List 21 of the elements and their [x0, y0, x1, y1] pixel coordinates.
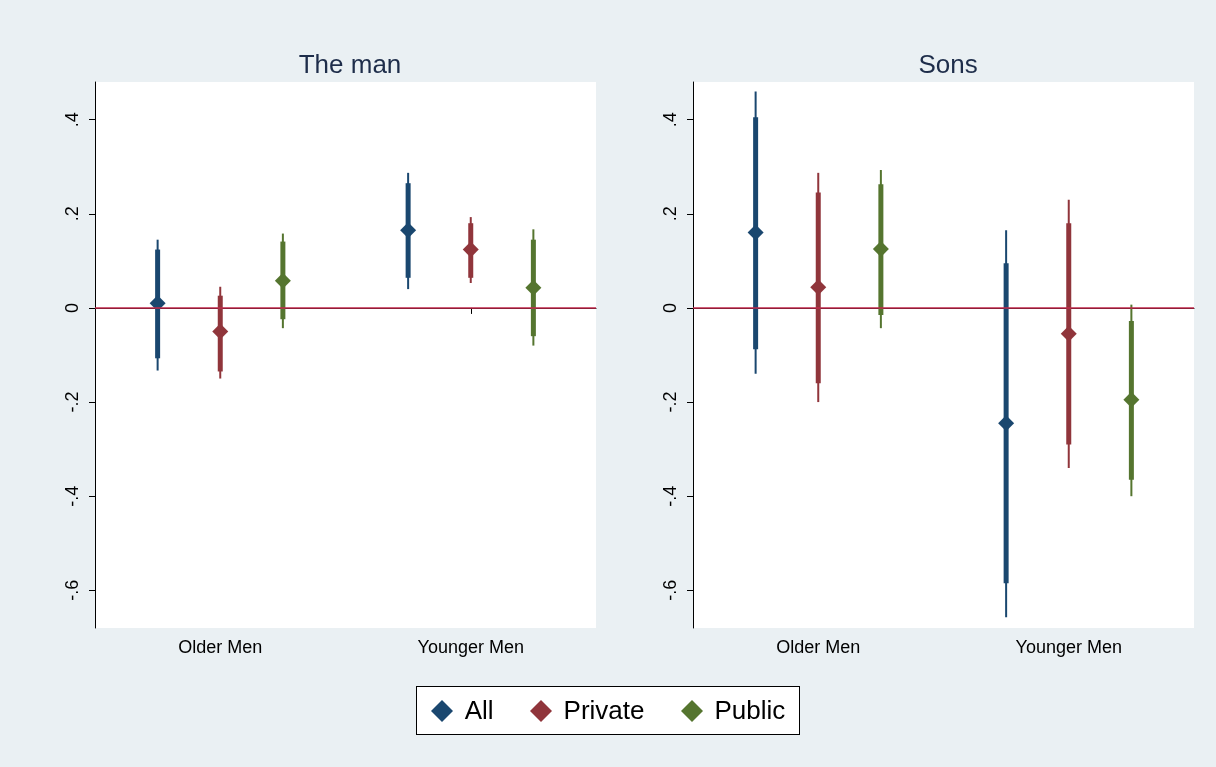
- chart-title: Sons: [918, 49, 978, 79]
- y-tick-label: -.4: [62, 485, 82, 507]
- y-tick-label: .4: [660, 112, 680, 128]
- y-tick-label: .2: [660, 206, 680, 222]
- y-tick-label: .2: [62, 206, 82, 222]
- y-tick-label: 0: [62, 302, 82, 313]
- x-tick-label: Younger Men: [417, 637, 524, 657]
- y-tick-label: .4: [62, 112, 82, 128]
- y-tick-label: 0: [660, 302, 680, 313]
- legend-label: Private: [563, 695, 645, 726]
- y-tick-label: -.4: [660, 485, 680, 507]
- x-tick-label: Younger Men: [1015, 637, 1122, 657]
- x-tick-label: Older Men: [776, 637, 861, 657]
- y-tick-label: -.6: [660, 579, 680, 601]
- chart-title: The man: [298, 49, 402, 79]
- y-tick-label: -.2: [62, 391, 82, 413]
- y-tick-label: -.2: [660, 391, 680, 413]
- legend-label: All: [464, 695, 494, 726]
- y-tick-label: -.6: [62, 579, 82, 601]
- x-tick-label: Older Men: [178, 637, 263, 657]
- legend-label: Public: [714, 695, 786, 726]
